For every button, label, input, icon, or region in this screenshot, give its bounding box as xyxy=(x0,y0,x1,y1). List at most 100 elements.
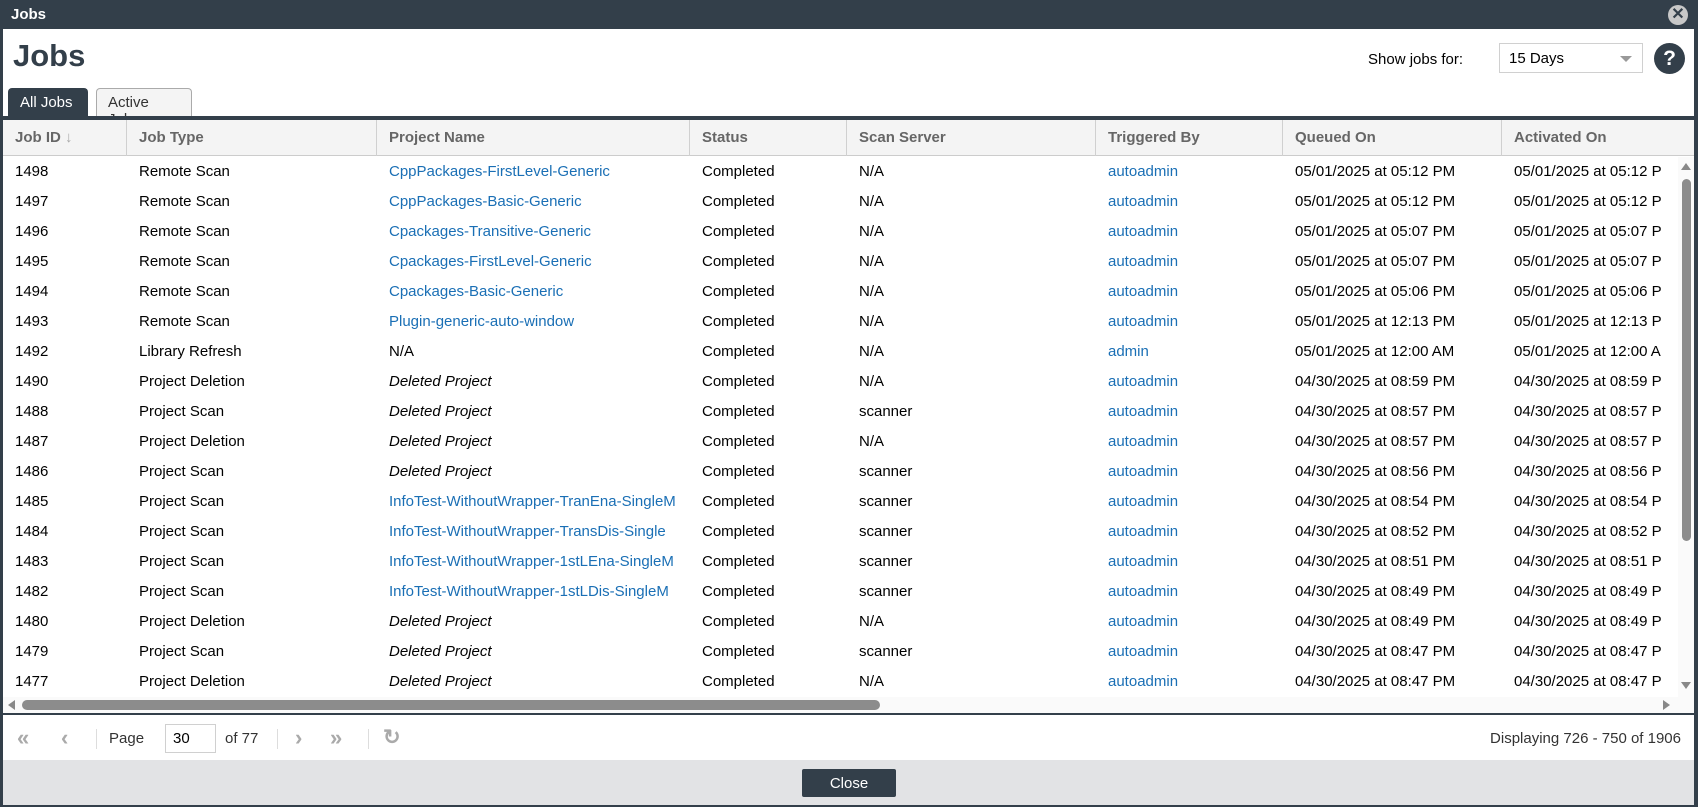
cell-triggered-by[interactable]: autoadmin xyxy=(1108,223,1179,240)
prev-page-icon[interactable]: ‹ xyxy=(61,725,69,750)
column-header-activated-on[interactable]: Activated On xyxy=(1502,120,1678,156)
cell-activated-on: 04/30/2025 at 08:54 P xyxy=(1514,493,1662,510)
cell-queued-on: 05/01/2025 at 12:00 AM xyxy=(1295,343,1455,360)
cell-project-name[interactable]: Plugin-generic-auto-window xyxy=(389,313,575,330)
cell-project-name[interactable]: CppPackages-Basic-Generic xyxy=(389,193,582,210)
close-button[interactable]: Close xyxy=(802,769,896,797)
cell-scan-server: N/A xyxy=(859,313,885,330)
refresh-icon[interactable]: ↻ xyxy=(383,726,401,749)
cell-queued-on: 04/30/2025 at 08:47 PM xyxy=(1295,643,1456,660)
cell-triggered-by[interactable]: autoadmin xyxy=(1108,643,1179,660)
cell-project-name[interactable]: InfoTest-WithoutWrapper-1stLDis-SingleM xyxy=(389,583,669,600)
tab-all-jobs[interactable]: All Jobs xyxy=(8,88,88,116)
cell-project-name[interactable]: InfoTest-WithoutWrapper-TranEna-SingleM xyxy=(389,493,676,510)
table-row[interactable]: 1480 Project Deletion Deleted Project Compl… xyxy=(3,607,1678,637)
cell-project-name[interactable]: InfoTest-WithoutWrapper-1stLEna-SingleM xyxy=(389,553,674,570)
cell-triggered-by[interactable]: autoadmin xyxy=(1108,463,1179,480)
cell-project-name[interactable]: InfoTest-WithoutWrapper-TransDis-Single xyxy=(389,523,666,540)
vertical-scroll-thumb[interactable] xyxy=(1682,179,1691,541)
cell-queued-on: 04/30/2025 at 08:59 PM xyxy=(1295,373,1456,390)
table-row[interactable]: 1483 Project Scan InfoTest-WithoutWrapper-… xyxy=(3,547,1678,577)
cell-project-name[interactable]: Cpackages-Basic-Generic xyxy=(389,283,564,300)
cell-job-type: Remote Scan xyxy=(139,283,230,300)
cell-status: Completed xyxy=(702,493,775,510)
cell-triggered-by[interactable]: autoadmin xyxy=(1108,613,1179,630)
table-row[interactable]: 1494 Remote Scan Cpackages-Basic-Generic Co… xyxy=(3,277,1678,307)
scroll-left-icon[interactable] xyxy=(8,700,15,710)
table-row[interactable]: 1495 Remote Scan Cpackages-FirstLevel-Gene… xyxy=(3,247,1678,277)
cell-job-type: Project Scan xyxy=(139,403,225,420)
cell-triggered-by[interactable]: autoadmin xyxy=(1108,313,1179,330)
cell-project-name[interactable]: Cpackages-Transitive-Generic xyxy=(389,223,592,240)
range-select[interactable]: 15 Days xyxy=(1499,43,1643,73)
horizontal-scrollbar[interactable] xyxy=(3,697,1694,713)
cell-triggered-by[interactable]: autoadmin xyxy=(1108,673,1179,690)
table-row[interactable]: 1482 Project Scan InfoTest-WithoutWrapper-… xyxy=(3,577,1678,607)
page-number-input[interactable] xyxy=(165,724,216,753)
column-header-label: Activated On xyxy=(1514,129,1607,146)
scroll-down-icon[interactable] xyxy=(1681,682,1691,689)
page-count-label: of 77 xyxy=(225,730,259,747)
cell-scan-server: N/A xyxy=(859,433,885,450)
table-row[interactable]: 1497 Remote Scan CppPackages-Basic-Generic… xyxy=(3,187,1678,217)
cell-job-id: 1483 xyxy=(15,553,49,570)
table-row[interactable]: 1479 Project Scan Deleted Project Completed… xyxy=(3,637,1678,667)
table-row[interactable]: 1493 Remote Scan Plugin-generic-auto-windo… xyxy=(3,307,1678,337)
cell-triggered-by[interactable]: autoadmin xyxy=(1108,253,1179,270)
column-header-status[interactable]: Status xyxy=(690,120,847,156)
table-row[interactable]: 1490 Project Deletion Deleted Project Compl… xyxy=(3,367,1678,397)
cell-job-type: Remote Scan xyxy=(139,193,230,210)
table-row[interactable]: 1484 Project Scan InfoTest-WithoutWrapper-… xyxy=(3,517,1678,547)
column-header-job-type[interactable]: Job Type xyxy=(127,120,377,156)
cell-job-id: 1497 xyxy=(15,193,49,210)
cell-triggered-by[interactable]: autoadmin xyxy=(1108,433,1179,450)
column-header-scan-server[interactable]: Scan Server xyxy=(847,120,1096,156)
range-selected-value: 15 Days xyxy=(1509,50,1565,67)
cell-triggered-by[interactable]: autoadmin xyxy=(1108,163,1179,180)
last-page-icon[interactable]: » xyxy=(330,725,343,750)
table-row[interactable]: 1485 Project Scan InfoTest-WithoutWrapper-… xyxy=(3,487,1678,517)
cell-triggered-by[interactable]: autoadmin xyxy=(1108,553,1179,570)
help-icon[interactable]: ? xyxy=(1654,43,1685,74)
cell-triggered-by[interactable]: autoadmin xyxy=(1108,283,1179,300)
table-row[interactable]: 1498 Remote Scan CppPackages-FirstLevel-Ge… xyxy=(3,157,1678,187)
cell-status: Completed xyxy=(702,553,775,570)
cell-queued-on: 05/01/2025 at 05:12 PM xyxy=(1295,163,1456,180)
column-header-job-id[interactable]: Job ID ↓ xyxy=(3,120,127,156)
horizontal-scroll-thumb[interactable] xyxy=(22,700,880,710)
table-row[interactable]: 1477 Project Deletion Deleted Project Compl… xyxy=(3,667,1678,697)
cell-queued-on: 04/30/2025 at 08:54 PM xyxy=(1295,493,1456,510)
cell-project-name[interactable]: CppPackages-FirstLevel-Generic xyxy=(389,163,610,180)
table-row[interactable]: 1492 Library Refresh N/A Completed N/A admin 0… xyxy=(3,337,1678,367)
tab-active-jobs[interactable]: Active Jobs xyxy=(96,88,192,128)
column-header-triggered-by[interactable]: Triggered By xyxy=(1096,120,1283,156)
cell-triggered-by[interactable]: autoadmin xyxy=(1108,193,1179,210)
scroll-up-icon[interactable] xyxy=(1681,163,1691,170)
first-page-icon[interactable]: « xyxy=(17,725,30,750)
column-header-label: Status xyxy=(702,129,748,146)
cell-job-type: Project Deletion xyxy=(139,433,245,450)
cell-triggered-by[interactable]: autoadmin xyxy=(1108,493,1179,510)
close-circle-icon[interactable]: ✕ xyxy=(1668,5,1688,25)
scroll-right-icon[interactable] xyxy=(1663,700,1670,710)
next-page-icon[interactable]: › xyxy=(295,725,303,750)
cell-project-name[interactable]: Cpackages-FirstLevel-Generic xyxy=(389,253,592,270)
cell-triggered-by[interactable]: autoadmin xyxy=(1108,583,1179,600)
column-header-queued-on[interactable]: Queued On xyxy=(1283,120,1502,156)
vertical-scrollbar[interactable] xyxy=(1678,157,1694,697)
cell-job-id: 1486 xyxy=(15,463,49,480)
cell-triggered-by[interactable]: autoadmin xyxy=(1108,373,1179,390)
cell-project-name: Deleted Project xyxy=(389,433,492,450)
column-header-label: Triggered By xyxy=(1108,129,1200,146)
cell-triggered-by[interactable]: autoadmin xyxy=(1108,523,1179,540)
cell-triggered-by[interactable]: autoadmin xyxy=(1108,403,1179,420)
cell-job-type: Project Scan xyxy=(139,493,225,510)
cell-status: Completed xyxy=(702,403,775,420)
column-header-project-name[interactable]: Project Name xyxy=(377,120,690,156)
table-row[interactable]: 1496 Remote Scan Cpackages-Transitive-Gene… xyxy=(3,217,1678,247)
arrow-down-icon: ↓ xyxy=(60,129,73,146)
table-row[interactable]: 1488 Project Scan Deleted Project Completed… xyxy=(3,397,1678,427)
cell-triggered-by[interactable]: admin xyxy=(1108,343,1149,360)
table-row[interactable]: 1487 Project Deletion Deleted Project Compl… xyxy=(3,427,1678,457)
table-row[interactable]: 1486 Project Scan Deleted Project Completed… xyxy=(3,457,1678,487)
